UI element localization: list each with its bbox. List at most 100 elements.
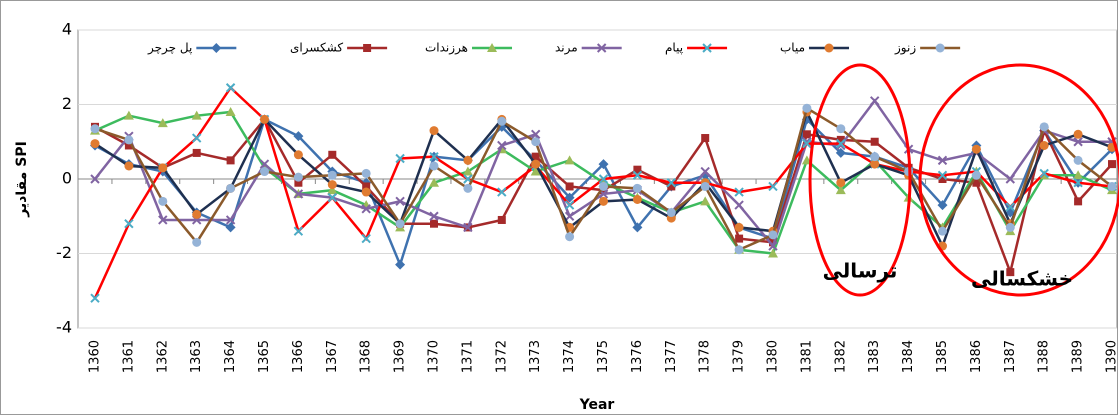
x-tick-label: 1385 [935,340,950,373]
marker [463,155,473,165]
marker [971,144,981,154]
marker [158,163,168,173]
legend-label: هرزندات [425,41,468,56]
marker [294,178,303,187]
marker [632,183,642,193]
legend-marker [487,43,498,52]
x-tick-label: 1360 [88,340,103,373]
x-tick-label: 1363 [189,340,204,373]
marker [192,209,202,219]
marker [497,116,507,126]
x-tick-label: 1372 [494,340,509,373]
legend-label: پل چرچر [147,41,192,56]
marker [734,222,744,232]
x-tick-label: 1361 [121,340,136,373]
x-axis-label: Year [579,397,615,413]
marker [192,237,202,247]
legend-marker [702,43,712,53]
marker [90,293,100,303]
marker [836,135,845,144]
marker [497,187,507,197]
x-tick-label: 1365 [257,340,272,373]
marker [565,182,574,191]
marker [869,96,880,106]
marker [191,133,202,143]
marker [937,170,948,180]
marker [938,175,947,183]
x-tick-label: 1389 [1071,340,1086,373]
marker [124,218,134,229]
marker [632,170,643,180]
marker [530,129,541,140]
y-axis-label: مقادیر SPI [14,141,30,218]
x-tick-label: 1390 [1105,340,1119,373]
marker [497,140,507,151]
marker [836,178,846,188]
marker [701,134,710,143]
x-tick-label: 1383 [867,340,882,373]
marker [1073,178,1083,188]
marker [225,215,236,225]
x-tick-label: 1377 [664,340,679,373]
marker [564,192,575,203]
legend-label: میاب [780,41,805,55]
marker [327,180,337,190]
marker [734,200,744,210]
annotation-text: ترسالی [823,259,898,283]
marker [938,226,947,236]
marker [633,165,642,174]
marker [1073,129,1083,139]
legend-marker [824,43,834,53]
marker [327,192,338,203]
marker [497,215,506,224]
y-tick-label: 4 [62,20,72,39]
marker [429,177,439,187]
marker [870,159,880,169]
marker [259,159,270,169]
marker [531,137,541,147]
marker [1005,222,1015,232]
marker [1073,137,1083,147]
marker [734,245,744,255]
marker [1073,170,1084,180]
marker [1039,140,1049,150]
marker [293,150,303,160]
marker [598,159,609,170]
marker [835,185,846,195]
marker [226,183,236,193]
marker [293,189,304,199]
marker [666,178,677,188]
x-tick-label: 1376 [630,340,645,373]
marker [531,159,541,169]
marker [1073,155,1083,165]
marker [158,215,168,225]
x-tick-label: 1386 [969,340,984,373]
marker [293,226,304,236]
marker [463,183,473,193]
marker [124,141,133,150]
marker [429,151,439,162]
x-tick-label: 1379 [732,340,747,373]
marker [327,185,338,195]
marker [395,259,406,270]
marker [260,114,269,124]
legend-marker [935,43,945,53]
x-tick-label: 1375 [596,340,611,373]
marker [836,124,846,134]
marker [429,126,439,136]
marker [124,135,134,145]
marker [90,139,100,149]
marker [599,196,608,206]
marker [632,194,642,204]
marker [191,110,202,120]
marker [124,161,134,171]
marker [1108,160,1116,169]
legend-marker [363,44,372,52]
marker [225,222,236,233]
y-tick-label: -4 [56,318,72,337]
marker [225,106,236,116]
marker [971,170,981,180]
marker [361,168,371,178]
marker [768,241,778,251]
